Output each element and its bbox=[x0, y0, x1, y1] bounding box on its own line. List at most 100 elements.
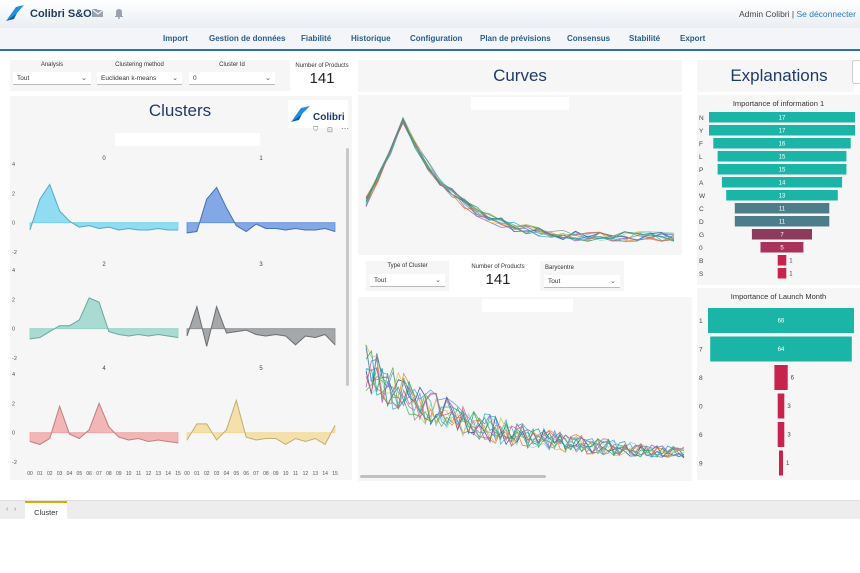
importance-info-title: Importance of information 1 bbox=[732, 99, 825, 108]
data-label: 5 bbox=[780, 245, 784, 251]
chevron-down-icon: ⌄ bbox=[610, 278, 616, 285]
tab-next-icon[interactable]: › bbox=[14, 506, 17, 513]
bell-icon[interactable] bbox=[113, 7, 125, 19]
cluster-id-label: Cluster Id bbox=[219, 62, 245, 68]
barycentre-dropdown[interactable]: Tout ⌄ bbox=[544, 275, 620, 288]
products-card-mid: Number of Products 141 bbox=[466, 261, 530, 293]
logout-link[interactable]: Se déconnecter bbox=[796, 9, 856, 19]
x-tick-label: 00 bbox=[184, 471, 190, 477]
focus-mode-icon[interactable]: ⊡ bbox=[327, 127, 333, 134]
nav-plan-previsions[interactable]: Plan de prévisions bbox=[480, 34, 551, 43]
x-tick-label: 10 bbox=[126, 471, 132, 477]
cluster-line-3 bbox=[186, 304, 336, 347]
nav-consensus[interactable]: Consensus bbox=[567, 34, 611, 43]
card-value: 141 bbox=[309, 70, 335, 87]
brand[interactable]: Colibri S&OP bbox=[4, 4, 99, 24]
nav-historique[interactable]: Historique bbox=[351, 34, 391, 43]
y-tick-label: 0 bbox=[12, 221, 15, 227]
horizontal-scrollbar[interactable] bbox=[360, 475, 546, 478]
cluster-area-3 bbox=[186, 305, 336, 347]
category-label: Y bbox=[699, 128, 704, 135]
x-tick-label: 09 bbox=[116, 471, 122, 477]
data-label: 16 bbox=[779, 141, 786, 147]
nav-fiabilite[interactable]: Fiabilité bbox=[301, 34, 332, 43]
category-label: L bbox=[699, 154, 703, 161]
x-tick-label: 01 bbox=[194, 471, 200, 477]
x-tick-label: 14 bbox=[322, 471, 328, 477]
y-tick-label: 2 bbox=[12, 191, 15, 197]
x-tick-label: 12 bbox=[146, 471, 152, 477]
cluster-id-slicer[interactable]: Cluster Id 0 ⌄ bbox=[189, 62, 275, 88]
tab-prev-icon[interactable]: ‹ bbox=[6, 506, 9, 513]
chart-header-strip bbox=[482, 299, 573, 312]
user-name: Admin Colibri bbox=[738, 9, 790, 19]
main-nav: Import Gestion de données Fiabilité Hist… bbox=[0, 28, 860, 51]
data-label: 6 bbox=[791, 376, 795, 382]
type-cluster-dropdown[interactable]: Tout ⌄ bbox=[370, 274, 445, 287]
nav-import[interactable]: Import bbox=[163, 34, 188, 43]
nav-gestion-donnees[interactable]: Gestion de données bbox=[209, 34, 286, 43]
data-label: 13 bbox=[779, 193, 786, 199]
barycentre-label: Barycentre bbox=[545, 265, 575, 271]
clustering-dropdown[interactable]: Euclidean k-means ⌄ bbox=[97, 72, 182, 85]
category-label: A bbox=[699, 180, 704, 187]
funnel-bar bbox=[710, 336, 852, 362]
x-tick-label: 02 bbox=[47, 471, 53, 477]
cluster-id-value: 0 bbox=[193, 75, 197, 82]
funnel-bar bbox=[777, 268, 787, 279]
x-tick-label: 11 bbox=[136, 471, 141, 477]
nav-stabilite[interactable]: Stabilité bbox=[629, 34, 661, 43]
funnel-bar bbox=[760, 242, 804, 253]
category-label: C bbox=[699, 206, 704, 213]
funnel-bar bbox=[709, 112, 855, 123]
category-label: W bbox=[699, 193, 706, 200]
mail-icon[interactable] bbox=[92, 7, 104, 19]
funnel-bar bbox=[717, 151, 847, 162]
clustering-slicer[interactable]: Clustering method Euclidean k-means ⌄ bbox=[97, 62, 182, 88]
analysis-slicer[interactable]: Analysis Tout ⌄ bbox=[13, 62, 91, 88]
x-tick-label: 14 bbox=[165, 471, 171, 477]
curve-series bbox=[365, 118, 675, 242]
nav-configuration[interactable]: Configuration bbox=[410, 34, 463, 43]
x-tick-label: 08 bbox=[263, 471, 269, 477]
curve-series bbox=[365, 348, 685, 459]
filter-icon[interactable]: ⛉ bbox=[313, 126, 319, 133]
category-label: G bbox=[699, 232, 704, 239]
barycentre-slicer[interactable]: Barycentre Tout ⌄ bbox=[540, 261, 624, 291]
side-panel-handle[interactable] bbox=[852, 60, 860, 84]
curve-series bbox=[365, 345, 685, 457]
data-label: 1 bbox=[789, 258, 793, 264]
data-label: 3 bbox=[787, 404, 791, 410]
colibri-logo-icon bbox=[291, 106, 310, 122]
funnel-bar bbox=[734, 203, 830, 214]
x-tick-label: 05 bbox=[77, 471, 83, 477]
y-tick-label: 2 bbox=[12, 401, 15, 407]
card-label: Number of Products bbox=[471, 264, 525, 270]
y-tick-label: -2 bbox=[12, 250, 17, 256]
more-options-icon[interactable]: ⋯ bbox=[341, 124, 349, 133]
tab-cluster[interactable]: Cluster bbox=[25, 501, 67, 520]
chevron-down-icon: ⌄ bbox=[435, 277, 441, 284]
nav-export[interactable]: Export bbox=[680, 34, 706, 43]
x-tick-label: 12 bbox=[303, 471, 309, 477]
y-tick-label: -2 bbox=[12, 356, 17, 362]
funnel-bar bbox=[777, 422, 785, 447]
analysis-value: Tout bbox=[17, 75, 30, 82]
data-label: 15 bbox=[779, 154, 786, 160]
chart-scrollbar[interactable] bbox=[346, 148, 349, 386]
curve-series bbox=[365, 349, 685, 458]
type-cluster-slicer[interactable]: Type of Cluster Tout ⌄ bbox=[366, 261, 449, 291]
curves-title-panel bbox=[358, 60, 682, 92]
data-label: 11 bbox=[779, 219, 786, 225]
y-tick-label: 0 bbox=[12, 327, 15, 333]
cluster-id-dropdown[interactable]: 0 ⌄ bbox=[189, 72, 275, 85]
x-tick-label: 06 bbox=[243, 471, 249, 477]
y-tick-label: 4 bbox=[12, 268, 15, 274]
category-label: B bbox=[699, 258, 703, 265]
category-label: D bbox=[699, 219, 704, 226]
curves-top-chart bbox=[365, 116, 675, 243]
chart-header-strip bbox=[471, 97, 569, 110]
cluster-line-0 bbox=[29, 183, 178, 231]
analysis-dropdown[interactable]: Tout ⌄ bbox=[13, 72, 91, 85]
